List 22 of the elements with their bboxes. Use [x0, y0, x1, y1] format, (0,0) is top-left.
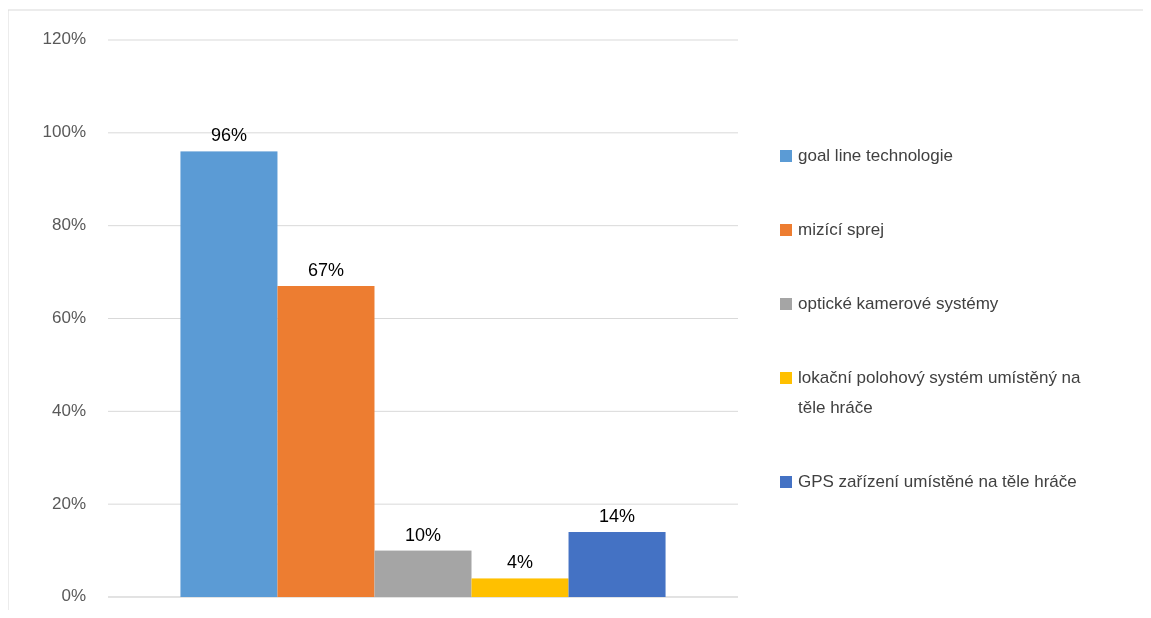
legend-label: lokační polohový systém umístěný na těle hráče — [798, 368, 1082, 418]
y-tick-label: 100% — [42, 122, 86, 142]
text: 14% — [599, 506, 636, 527]
bar — [180, 151, 278, 597]
bar — [568, 532, 666, 597]
y-tick-label: 40% — [51, 400, 86, 420]
bar — [471, 578, 569, 597]
text: 67% — [307, 260, 344, 281]
legend-label: GPS zařízení umístěné na těle hráče — [798, 472, 1077, 492]
text: 10% — [404, 524, 442, 545]
y-tick-label: 20% — [51, 493, 86, 513]
legend-label: optické kamerové systémy — [798, 294, 999, 314]
y-tick-label: 0% — [61, 586, 86, 606]
bar — [277, 286, 375, 597]
text: 4% — [507, 552, 534, 573]
legend-label: goal line technologie — [798, 146, 954, 166]
bar — [374, 550, 472, 597]
text: 96% — [210, 125, 247, 146]
legend-label: mizící sprej — [798, 220, 884, 240]
y-tick-label: 60% — [51, 307, 86, 327]
y-tick-label: 120% — [42, 29, 86, 49]
y-tick-label: 80% — [51, 215, 86, 235]
